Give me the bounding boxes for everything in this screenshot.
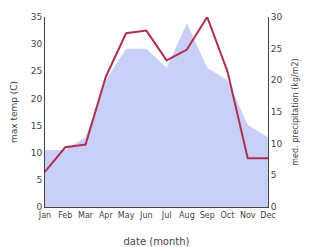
- svg-text:30: 30: [271, 12, 283, 22]
- svg-text:0: 0: [36, 202, 42, 212]
- svg-text:25: 25: [31, 66, 42, 76]
- svg-text:10: 10: [271, 139, 283, 149]
- svg-text:max temp (C): max temp (C): [9, 81, 19, 143]
- svg-text:Oct: Oct: [221, 211, 235, 220]
- svg-text:25: 25: [271, 44, 282, 54]
- svg-text:5: 5: [36, 175, 42, 185]
- svg-text:May: May: [118, 211, 135, 220]
- svg-text:date (month): date (month): [124, 236, 190, 247]
- svg-text:Jun: Jun: [139, 211, 153, 220]
- svg-text:med. precipitation (kg/m2): med. precipitation (kg/m2): [291, 58, 300, 165]
- svg-text:Aug: Aug: [179, 211, 195, 220]
- svg-text:Apr: Apr: [99, 211, 114, 220]
- svg-text:15: 15: [31, 121, 42, 131]
- svg-text:20: 20: [31, 94, 43, 104]
- svg-text:Sep: Sep: [200, 211, 215, 220]
- svg-text:0: 0: [271, 202, 277, 212]
- svg-text:Dec: Dec: [260, 211, 275, 220]
- svg-text:Jul: Jul: [161, 211, 172, 220]
- svg-text:15: 15: [271, 107, 282, 117]
- svg-text:10: 10: [31, 148, 43, 158]
- svg-text:30: 30: [31, 39, 43, 49]
- svg-text:20: 20: [271, 75, 283, 85]
- svg-text:Feb: Feb: [58, 211, 72, 220]
- svg-text:Mar: Mar: [78, 211, 94, 220]
- svg-text:5: 5: [271, 170, 277, 180]
- svg-text:Nov: Nov: [240, 211, 256, 220]
- svg-text:35: 35: [31, 12, 42, 22]
- svg-text:Jan: Jan: [38, 211, 51, 220]
